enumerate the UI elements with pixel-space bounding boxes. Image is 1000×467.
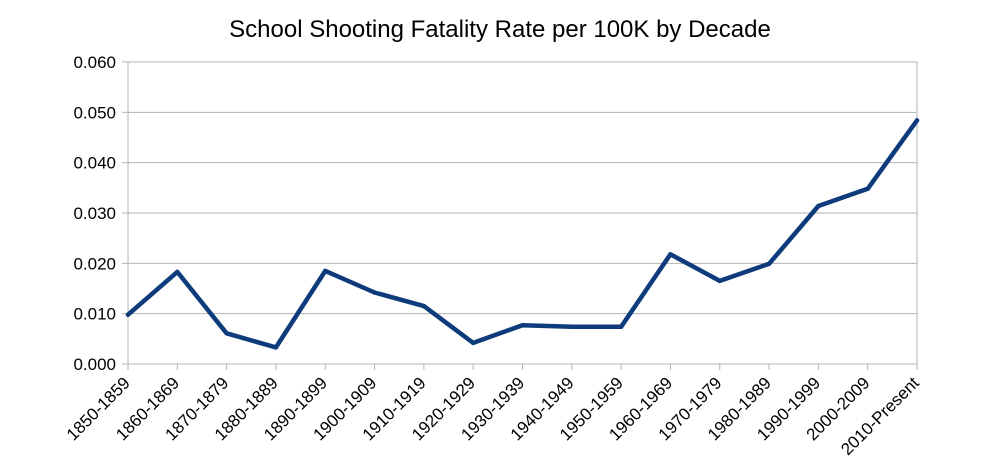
y-tick-label: 0.050 bbox=[73, 103, 116, 122]
data-point bbox=[618, 324, 624, 329]
series bbox=[125, 118, 920, 350]
data-point bbox=[717, 278, 722, 284]
data-point bbox=[421, 303, 427, 309]
data-point bbox=[470, 340, 476, 346]
gridlines bbox=[128, 61, 917, 365]
y-axis-tick-labels: 0.000 0.010 0.020 0.030 0.040 0.050 0.060 bbox=[73, 53, 116, 374]
axes bbox=[122, 61, 918, 370]
data-point bbox=[372, 290, 377, 295]
data-point bbox=[569, 324, 575, 329]
data-point bbox=[175, 269, 180, 275]
x-axis-tick-labels: 1850-18591860-18691870-18791880-18891890… bbox=[63, 373, 923, 459]
chart-title: School Shooting Fatality Rate per 100K b… bbox=[229, 16, 771, 43]
y-tick-label: 0.030 bbox=[73, 204, 116, 223]
data-point bbox=[520, 323, 525, 328]
y-tick-label: 0.020 bbox=[73, 254, 116, 273]
data-point bbox=[766, 261, 772, 267]
data-point bbox=[323, 268, 328, 274]
data-point bbox=[668, 252, 673, 257]
data-point bbox=[125, 312, 131, 317]
y-tick-label: 0.010 bbox=[73, 305, 116, 324]
y-tick-label: 0.040 bbox=[73, 154, 116, 173]
data-point bbox=[865, 186, 870, 192]
data-point bbox=[816, 203, 821, 209]
data-point bbox=[914, 118, 920, 123]
y-tick-label: 0.000 bbox=[73, 355, 116, 374]
data-point bbox=[224, 331, 229, 336]
y-tick-label: 0.060 bbox=[73, 53, 116, 72]
data-point bbox=[273, 345, 279, 350]
